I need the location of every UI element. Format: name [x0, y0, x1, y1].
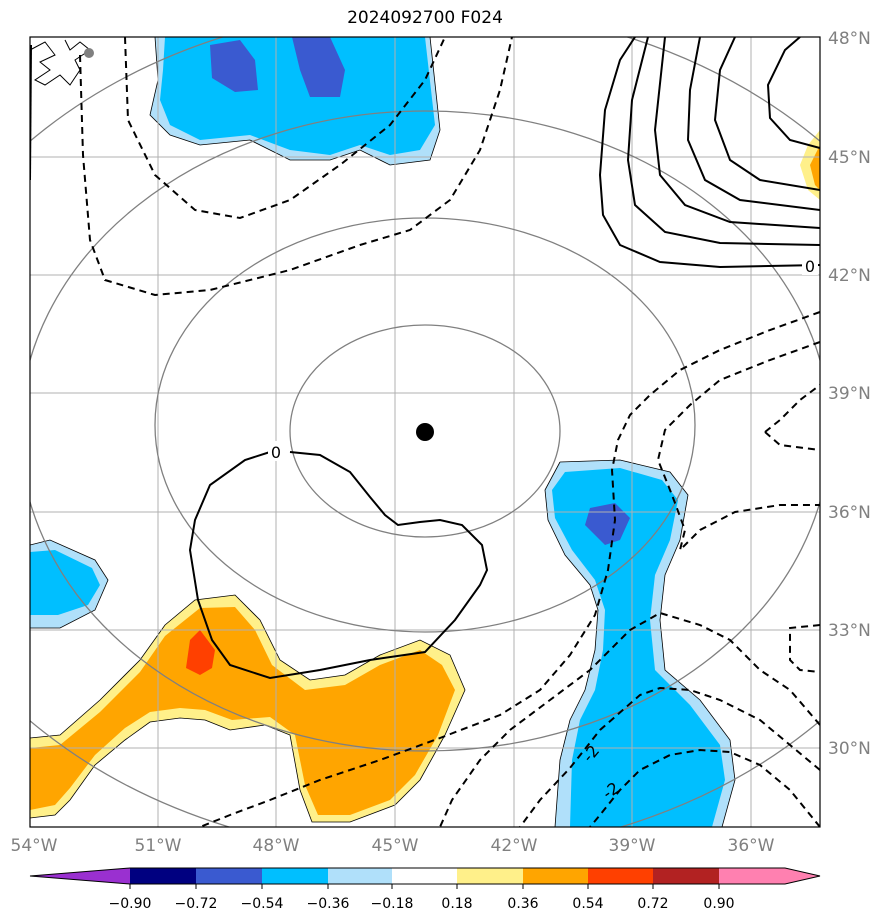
island-dot — [84, 48, 94, 58]
colorbar-tick-2: −0.54 — [241, 896, 284, 912]
dark-blue-patch-1 — [210, 40, 258, 92]
lon-label-42w: 42°W — [491, 836, 538, 856]
longitude-labels: 54°W 51°W 48°W 45°W 42°W 39°W 36°W — [11, 836, 775, 856]
lat-label-45n: 45°N — [828, 148, 871, 168]
colorbar-tick-4: −0.18 — [371, 896, 414, 912]
lat-label-48n: 48°N — [828, 29, 871, 49]
colorbar-tick-8: 0.72 — [637, 896, 668, 912]
lon-label-54w: 54°W — [11, 836, 58, 856]
colorbar-segment-6 — [457, 868, 523, 884]
coastline — [30, 39, 91, 86]
colorbar-tick-9: 0.90 — [703, 896, 734, 912]
shaded-anomaly-fields — [30, 37, 820, 827]
colorbar: −0.90 −0.72 −0.54 −0.36 −0.18 0.18 0.36 … — [29, 867, 821, 912]
lat-label-33n: 33°N — [828, 621, 871, 641]
colorbar-segment-5 — [392, 868, 457, 884]
range-rings — [30, 37, 820, 827]
lon-label-39w: 39°W — [609, 836, 656, 856]
storm-center-marker — [416, 423, 434, 441]
graticule — [30, 37, 820, 827]
lat-label-42n: 42°N — [828, 266, 871, 286]
contour-label-zero-northeast: 0 — [805, 257, 815, 276]
lon-label-51w: 51°W — [135, 836, 182, 856]
colorbar-tick-3: −0.36 — [307, 896, 350, 912]
colorbar-segment-9 — [653, 868, 719, 884]
colorbar-tick-6: 0.36 — [507, 896, 538, 912]
blue-region-west-core — [30, 550, 100, 615]
orange-region-northeast-core — [810, 145, 820, 190]
colorbar-tick-0: −0.90 — [109, 896, 152, 912]
latitude-labels: 48°N 45°N 42°N 39°N 36°N 33°N 30°N — [828, 29, 871, 759]
colorbar-tick-5: 0.18 — [441, 896, 472, 912]
colorbar-segment-1 — [130, 868, 196, 884]
colorbar-segment-11 — [785, 868, 820, 884]
dark-blue-patch-3 — [585, 503, 630, 545]
map-title: 2024092700 F024 — [347, 8, 503, 28]
colorbar-tick-7: 0.54 — [572, 896, 603, 912]
colorbar-segment-7 — [523, 868, 588, 884]
blue-region-east-core — [552, 468, 725, 827]
lat-label-30n: 30°N — [828, 739, 871, 759]
dark-blue-patch-2 — [292, 37, 345, 97]
colorbar-segment-8 — [588, 868, 653, 884]
colorbar-segment-10 — [719, 868, 785, 884]
contour-label-zero-center: 0 — [271, 443, 281, 462]
map-frame — [29, 36, 821, 828]
lon-label-48w: 48°W — [253, 836, 300, 856]
solid-contours — [30, 37, 820, 680]
colorbar-segment-3 — [262, 868, 328, 884]
dashed-contours — [79, 37, 820, 827]
colorbar-segment-0 — [30, 868, 130, 884]
colorbar-tick-1: −0.72 — [175, 896, 218, 912]
lat-label-39n: 39°N — [828, 384, 871, 404]
lat-label-36n: 36°N — [828, 503, 871, 523]
red-patch — [186, 630, 215, 675]
lon-label-36w: 36°W — [728, 836, 775, 856]
colorbar-segment-4 — [328, 868, 392, 884]
lon-label-45w: 45°W — [372, 836, 419, 856]
orange-region-south-core — [30, 607, 455, 815]
colorbar-segment-2 — [196, 868, 262, 884]
